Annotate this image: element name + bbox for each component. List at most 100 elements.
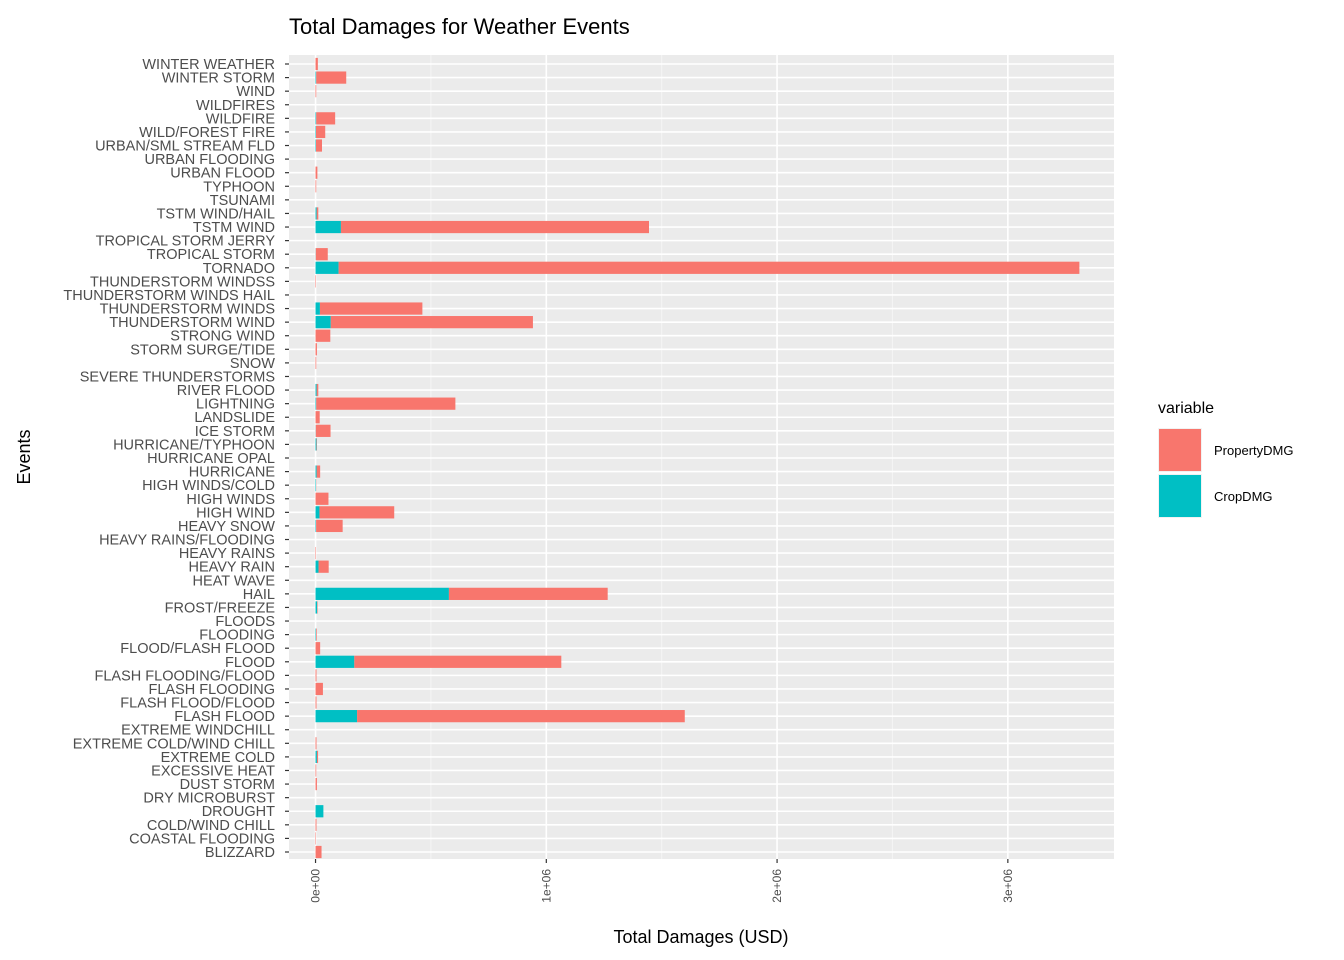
y-tick-label: HIGH WINDS/COLD [142,478,275,494]
bar-propertydmg [338,261,1080,274]
y-tick-label: EXTREME COLD/WIND CHILL [73,736,275,752]
bar-propertydmg [315,845,322,859]
bar-propertydmg [316,139,322,152]
y-tick-label: HEAT WAVE [193,573,276,589]
bar-cropdmg [315,750,317,764]
y-tick-label: COLD/WIND CHILL [147,818,275,834]
y-tick-label: HIGH WIND [196,505,275,521]
bar-propertydmg [315,411,320,424]
y-tick-label: FLOODS [215,614,275,630]
plot-panel [289,55,1114,859]
x-axis-title: Total Damages (USD) [613,927,788,947]
bar-propertydmg [316,71,347,84]
legend-items: PropertyDMG CropDMG [1158,428,1293,518]
bar-propertydmg [316,125,326,139]
bar-cropdmg [315,383,317,397]
y-axis-title: Events [14,429,34,484]
y-tick-label: HAIL [243,587,275,603]
y-tick-label: EXCESSIVE HEAT [151,763,275,779]
y-tick-label: HEAVY RAIN [189,560,276,576]
bar-propertydmg [315,424,331,437]
bar-propertydmg [315,85,317,98]
y-tick-label: HURRICANE OPAL [147,451,275,467]
bar-propertydmg [315,57,318,71]
bar-propertydmg [340,220,649,234]
y-tick-label: LANDSLIDE [194,410,275,426]
y-tick-label: ICE STORM [195,424,275,440]
x-axis: 0e+00 1e+06 2e+06 3e+06 [309,859,1015,903]
y-tick-label: THUNDERSTORM WINDS [100,302,275,318]
bar-propertydmg [315,166,318,179]
chart-title: Total Damages for Weather Events [289,14,630,39]
bar-propertydmg [316,207,319,220]
y-tick-label: STRONG WIND [170,329,275,345]
bar-cropdmg [315,261,339,274]
y-tick-label: DROUGHT [202,804,275,820]
y-tick-label: FLASH FLOOD [174,709,275,725]
y-tick-label: COASTAL FLOODING [129,831,275,847]
bar-propertydmg [315,682,323,696]
bar-cropdmg [315,71,317,84]
x-tick-label: 0e+00 [309,869,323,903]
y-tick-label: THUNDERSTORM WIND [109,315,275,331]
bar-cropdmg [315,519,317,533]
bar-propertydmg [319,506,395,519]
y-tick-label: HEAVY RAINS/FLOODING [99,533,275,549]
y-tick-label: HIGH WINDS [186,492,275,508]
bar-propertydmg [316,750,319,764]
y-tick-label: DRY MICROBURST [143,791,275,807]
bar-propertydmg [357,710,685,723]
y-tick-label: HURRICANE [189,465,276,481]
bar-cropdmg [315,207,317,220]
bar-propertydmg [315,492,329,505]
y-tick-label: WILD/FOREST FIRE [139,125,275,141]
y-tick-label: URBAN FLOOD [170,166,275,182]
x-tick-label: 3e+06 [1001,869,1015,903]
y-tick-label: FLASH FLOODING/FLOOD [95,668,275,684]
y-tick-label: STORM SURGE/TIDE [130,342,275,358]
bar-cropdmg [315,805,324,818]
y-tick-label: SEVERE THUNDERSTORMS [80,369,275,385]
bar-cropdmg [315,601,318,614]
y-tick-label: FLOOD/FLASH FLOOD [120,641,275,657]
bar-cropdmg [315,655,355,668]
bar-cropdmg [315,438,317,451]
bar-cropdmg [315,220,341,234]
y-tick-label: URBAN FLOODING [144,152,275,168]
y-tick-label: TYPHOON [203,179,275,195]
y-tick-label: TORNADO [203,261,275,277]
y-tick-label: HEAVY RAINS [179,546,275,562]
bar-propertydmg [315,356,317,370]
bar-propertydmg [315,343,317,356]
y-tick-label: THUNDERSTORM WINDSS [90,274,275,290]
y-tick-label: EXTREME WINDCHILL [121,723,275,739]
y-tick-label: WINTER STORM [162,71,275,87]
legend-swatch-propertydmg [1159,429,1201,471]
bar-propertydmg [316,519,343,533]
y-tick-label: HURRICANE/TYPHOON [113,437,275,453]
bar-propertydmg [315,329,331,342]
bar-propertydmg [316,465,321,478]
legend-title: variable [1158,400,1214,417]
x-tick-label: 2e+06 [770,869,784,903]
y-tick-label: TROPICAL STORM [147,247,275,263]
bar-propertydmg [315,669,317,682]
y-tick-label: TSUNAMI [210,193,275,209]
y-tick-label: URBAN/SML STREAM FLD [95,139,275,155]
legend-label-propertydmg: PropertyDMG [1214,443,1293,458]
legend: variable PropertyDMG CropDMG [1158,400,1293,518]
bar-propertydmg [448,587,608,600]
bar-cropdmg [315,506,320,519]
y-tick-label: FLOOD [225,655,275,671]
bar-propertydmg [330,316,533,329]
bar-propertydmg [316,383,319,397]
y-tick-label: WILDFIRE [206,111,276,127]
bar-propertydmg [315,764,317,777]
y-tick-label: THUNDERSTORM WINDS HAIL [63,288,275,304]
y-tick-label: WIND [236,84,275,100]
bar-propertydmg [315,696,317,709]
bar-propertydmg [315,777,317,791]
y-tick-label: DUST STORM [180,777,275,793]
bars-layer [315,57,1080,859]
